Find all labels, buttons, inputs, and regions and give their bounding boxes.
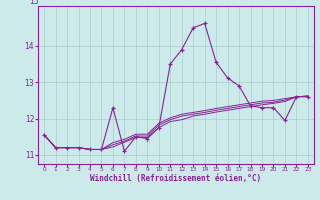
X-axis label: Windchill (Refroidissement éolien,°C): Windchill (Refroidissement éolien,°C) <box>91 174 261 183</box>
Text: 15: 15 <box>29 0 38 6</box>
